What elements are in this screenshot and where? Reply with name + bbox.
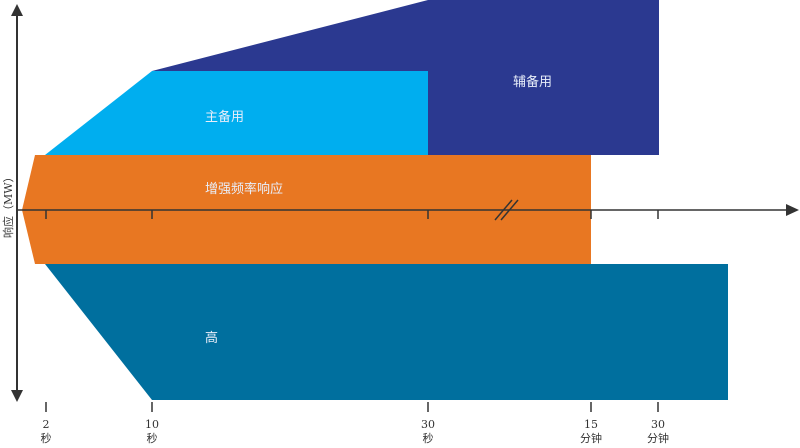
label-high: 高 (205, 331, 219, 346)
region-primary (45, 71, 428, 155)
tick-label-30s: 30 秒 (408, 418, 448, 446)
y-axis-label: 响应（MW） (2, 171, 15, 238)
tick-label-30min: 30 分钟 (638, 418, 678, 446)
region-secondary (152, 0, 659, 155)
tick-unit: 秒 (40, 432, 52, 445)
tick-label-10s: 10 秒 (132, 418, 172, 446)
tick-value: 30 (651, 418, 665, 431)
region-high (45, 264, 728, 400)
bottom-ticks (45, 402, 659, 412)
label-primary: 主备用 (205, 110, 245, 125)
tick-unit: 分钟 (647, 432, 669, 445)
x-axis (17, 204, 799, 219)
tick-value: 30 (421, 418, 435, 431)
label-secondary: 辅备用 (513, 75, 553, 90)
tick-unit: 秒 (422, 432, 434, 445)
tick-label-15min: 15 分钟 (571, 418, 611, 446)
tick-unit: 秒 (146, 432, 158, 445)
label-efr: 增强频率响应 (205, 182, 284, 197)
tick-unit: 分钟 (580, 432, 602, 445)
axis-break-icon (494, 199, 519, 221)
tick-value: 15 (584, 418, 598, 431)
y-axis (11, 4, 23, 402)
tick-value: 10 (145, 418, 159, 431)
tick-value: 2 (42, 418, 50, 431)
